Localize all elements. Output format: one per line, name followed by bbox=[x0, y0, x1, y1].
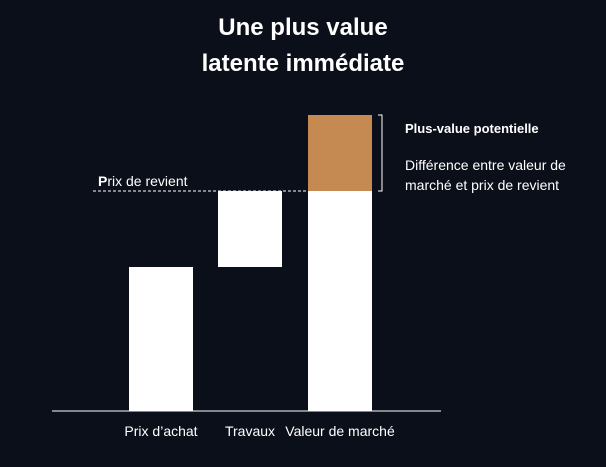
bracket-line bbox=[378, 114, 383, 192]
prix-de-revient-label: Prix de revient bbox=[98, 172, 188, 190]
bars-group bbox=[129, 115, 372, 411]
plus-value-description: Différence entre valeur de marché et pri… bbox=[405, 157, 566, 193]
chart-title-line-2: latente immédiate bbox=[201, 50, 405, 77]
tick-labels-group: Prix d’achat Travaux Valeur de marché bbox=[124, 423, 395, 439]
tick-label-2: Travaux bbox=[225, 423, 275, 439]
bar-1 bbox=[129, 267, 193, 411]
tick-label-3: Valeur de marché bbox=[285, 423, 395, 439]
tick-label-1: Prix d’achat bbox=[124, 423, 197, 439]
bar-2 bbox=[218, 191, 282, 267]
prix-de-revient-label-first: P bbox=[98, 173, 108, 189]
chart-title-line-1: Une plus value bbox=[218, 14, 388, 41]
bar-3 bbox=[308, 191, 372, 411]
bar-plus-value-potentielle bbox=[308, 115, 372, 191]
chart-title: Une plus value latente immédiate bbox=[0, 10, 606, 82]
prix-de-revient-label-rest: rix de revient bbox=[107, 173, 188, 189]
plus-value-title: Plus-value potentielle bbox=[405, 121, 539, 136]
plus-value-bracket bbox=[378, 114, 383, 192]
